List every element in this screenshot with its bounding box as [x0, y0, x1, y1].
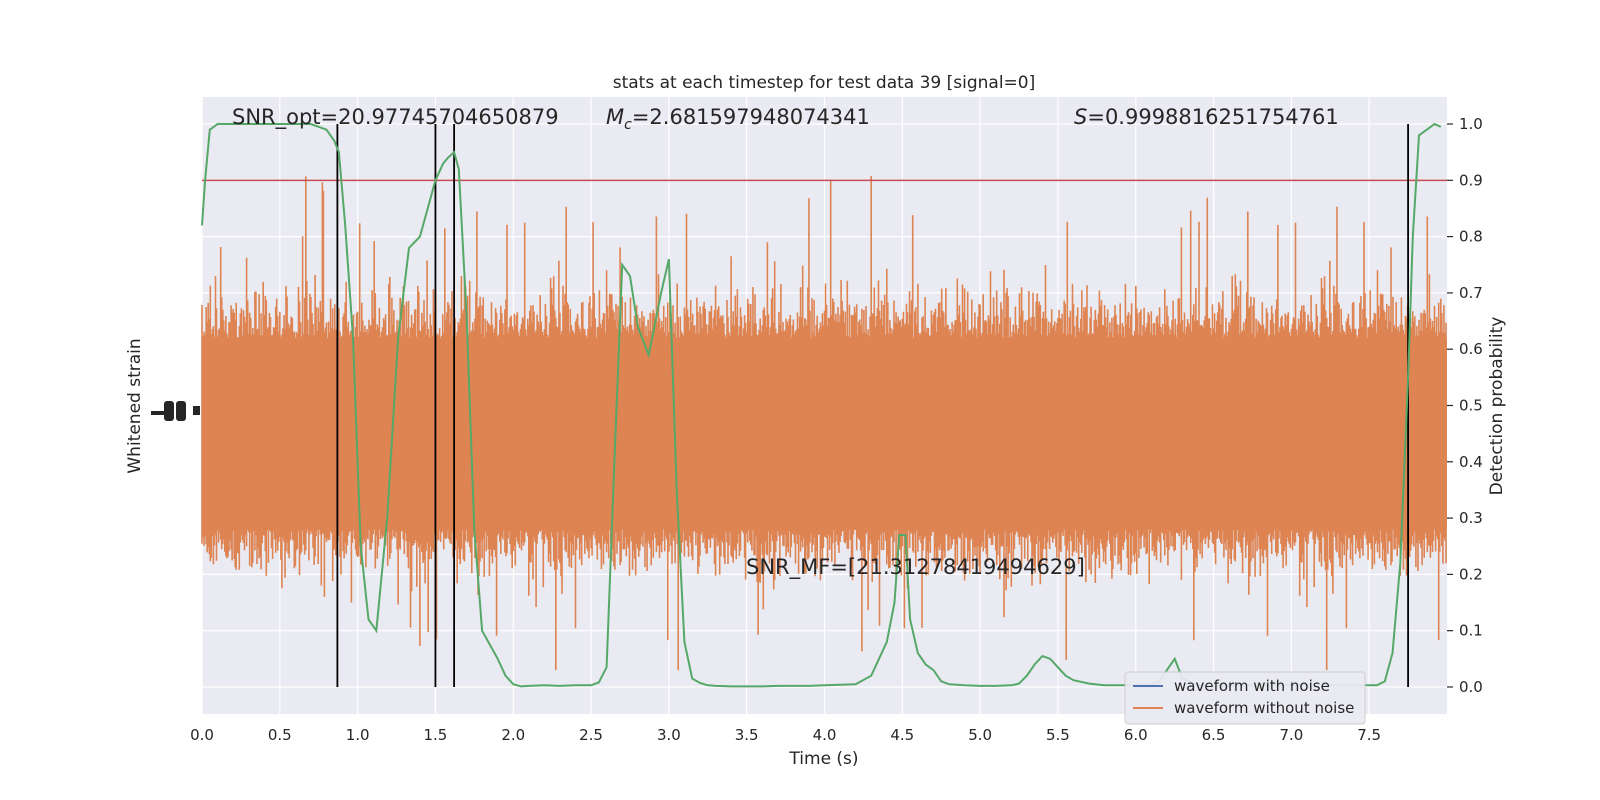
y-tick-label: 0.4 — [1459, 453, 1483, 471]
x-tick-label: 0.0 — [190, 726, 214, 744]
legend-label-without-noise: waveform without noise — [1174, 699, 1354, 717]
x-axis-ticks: 0.0 0.5 1.0 1.5 2.0 2.5 3.0 3.5 4.0 4.5 5.0 5.5 6.0 6… — [190, 726, 1381, 744]
legend: waveform with noise waveform without noi… — [1124, 671, 1366, 725]
left-y-axis-label: Whitened strain — [125, 338, 145, 473]
y-tick-label: 0.7 — [1459, 284, 1483, 302]
snr-mf-annotation: SNR_MF=[21.31278419494629] — [746, 555, 1085, 580]
x-tick-label: 5.5 — [1046, 726, 1070, 744]
x-tick-label: 4.0 — [813, 726, 837, 744]
x-tick-label: 1.0 — [346, 726, 370, 744]
left-tick-glyph — [193, 406, 200, 415]
chirp-mass-annotation: Mc=2.681597948074341 — [606, 105, 870, 133]
x-tick-label: 6.5 — [1202, 726, 1226, 744]
s-annotation: S=0.9998816251754761 — [1074, 105, 1339, 129]
left-tick-glyph — [151, 411, 165, 415]
chirp-mass-symbol: M — [606, 105, 624, 129]
chirp-mass-value: =2.681597948074341 — [632, 105, 870, 129]
y-tick-label: 0.9 — [1459, 171, 1483, 189]
left-y-tick-marks — [151, 401, 200, 421]
y-tick-label: 0.2 — [1459, 565, 1483, 583]
strain-trace — [201, 176, 1447, 671]
legend-label-with-noise: waveform with noise — [1174, 677, 1330, 695]
x-tick-label: 7.0 — [1279, 726, 1303, 744]
left-tick-glyph — [164, 401, 174, 421]
y-tick-label: 0.1 — [1459, 622, 1483, 640]
x-tick-label: 6.0 — [1124, 726, 1148, 744]
vertical-markers — [336, 124, 1409, 687]
x-tick-label: 2.0 — [501, 726, 525, 744]
x-tick-label: 4.5 — [890, 726, 914, 744]
x-tick-label: 1.5 — [424, 726, 448, 744]
x-tick-label: 5.0 — [968, 726, 992, 744]
x-tick-label: 3.5 — [735, 726, 759, 744]
x-tick-label: 7.5 — [1357, 726, 1381, 744]
x-tick-label: 3.0 — [657, 726, 681, 744]
chirp-mass-subscript: c — [624, 117, 632, 133]
y-tick-label: 0.0 — [1459, 678, 1483, 696]
y-tick-label: 0.6 — [1459, 340, 1483, 358]
strain-series-without-noise — [201, 176, 1447, 671]
s-symbol: S — [1074, 105, 1087, 129]
left-tick-glyph — [176, 401, 186, 421]
x-axis-label: Time (s) — [788, 749, 858, 769]
chart-title: stats at each timestep for test data 39 … — [613, 73, 1036, 93]
x-tick-label: 0.5 — [268, 726, 292, 744]
y-tick-label: 0.8 — [1459, 228, 1483, 246]
right-y-axis-ticks: 0.0 0.1 0.2 0.3 0.4 0.5 0.6 0.7 0.8 0.9 1.0 — [1447, 115, 1483, 696]
right-y-axis-label: Detection probability — [1487, 317, 1507, 496]
snr-opt-annotation: SNR_opt=20.97745704650879 — [232, 105, 559, 130]
x-tick-label: 2.5 — [579, 726, 603, 744]
legend-box — [1124, 671, 1366, 725]
y-tick-label: 1.0 — [1459, 115, 1483, 133]
s-value: =0.9998816251754761 — [1087, 105, 1338, 129]
y-tick-label: 0.3 — [1459, 509, 1483, 527]
y-tick-label: 0.5 — [1459, 397, 1483, 415]
